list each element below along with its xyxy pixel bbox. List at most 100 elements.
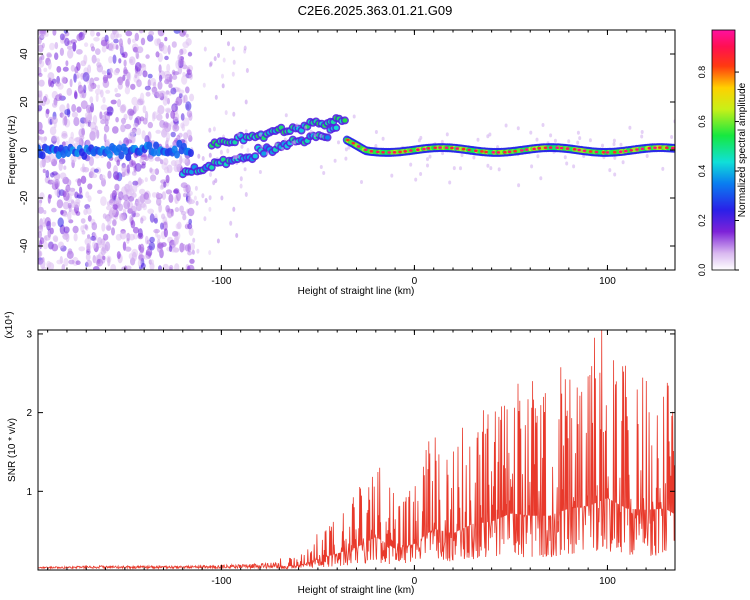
halo-blob (440, 139, 444, 144)
noise-blob (123, 66, 128, 77)
noise-blob (147, 73, 153, 79)
noise-blob (141, 163, 146, 169)
main-band-blob (153, 141, 160, 150)
colorbar: 0.0 0.2 0.4 0.6 0.8 Normalized spectral ampl… (697, 29, 748, 277)
noise-blob (154, 156, 161, 162)
noise-blob (72, 225, 79, 234)
noise-blob (70, 39, 78, 44)
noise-blob (141, 130, 146, 140)
noise-blob (96, 32, 101, 37)
noise-blob (224, 110, 228, 116)
noise-blob (107, 256, 111, 267)
noise-blob (186, 69, 192, 76)
noise-blob (104, 241, 111, 252)
stable-line-peak (480, 150, 484, 153)
halo-blob (459, 166, 462, 171)
noise-blob (208, 127, 212, 133)
noise-blob (157, 81, 163, 90)
spectrogram-marks (38, 30, 675, 270)
colorbar-tick-label: 0.0 (697, 264, 707, 277)
halo-blob (588, 138, 592, 143)
noise-blob (93, 266, 100, 270)
noise-blob (166, 137, 169, 144)
noise-blob (143, 254, 149, 260)
halo-blob (445, 132, 449, 137)
noise-blob (58, 161, 63, 171)
halo-blob (374, 144, 378, 148)
noise-blob (67, 248, 73, 255)
noise-blob (38, 45, 42, 50)
noise-blob (187, 192, 191, 201)
halo-blob (381, 136, 385, 141)
noise-blob (187, 223, 193, 230)
noise-blob (144, 85, 151, 91)
noise-blob (145, 194, 149, 200)
noise-blob (164, 92, 168, 102)
noise-blob (100, 247, 107, 256)
noise-blob (222, 57, 226, 63)
stable-line-peak (461, 147, 466, 151)
noise-blob (101, 45, 107, 53)
noise-blob (129, 58, 133, 64)
stable-line-peak (392, 151, 397, 154)
noise-blob (70, 64, 76, 72)
noise-blob (128, 233, 135, 241)
noise-blob (231, 46, 235, 52)
halo-blob (260, 144, 264, 149)
main-band-blob (174, 150, 180, 159)
noise-blob (90, 30, 95, 37)
noise-blob (184, 244, 190, 252)
halo-blob (293, 140, 297, 145)
noise-blob (108, 56, 113, 64)
halo-blob (244, 129, 248, 134)
stable-line-peak (403, 150, 408, 153)
stable-line-peak (484, 150, 488, 154)
noise-blob (100, 104, 108, 111)
stable-line-peak (640, 147, 645, 151)
noise-blob (179, 205, 185, 213)
noise-blob (38, 79, 45, 87)
halo-blob (426, 157, 429, 162)
noise-blob (201, 156, 205, 161)
noise-blob (70, 154, 77, 163)
noise-blob (81, 230, 86, 235)
stable-line-peak (629, 149, 633, 152)
noise-blob (68, 188, 76, 196)
noise-blob (44, 32, 49, 37)
noise-blob (226, 148, 230, 154)
halo-blob (283, 137, 287, 142)
halo-blob (541, 123, 545, 127)
noise-blob (54, 52, 59, 60)
stable-line-peak (588, 150, 593, 153)
halo-blob (409, 162, 413, 167)
noise-blob (52, 102, 58, 108)
noise-blob (157, 234, 161, 240)
noise-blob (145, 91, 151, 97)
noise-blob (139, 188, 146, 195)
noise-blob (138, 228, 143, 238)
noise-blob (46, 260, 52, 269)
noise-blob (85, 253, 91, 261)
noise-blob (56, 66, 62, 73)
snr-ylabel: SNR (10 * v/v) (7, 418, 18, 482)
noise-blob (229, 220, 233, 226)
noise-blob (76, 194, 84, 199)
halo-blob (284, 113, 288, 118)
noise-blob (244, 192, 248, 197)
noise-blob (89, 96, 94, 104)
noise-blob (166, 164, 173, 174)
noise-blob (87, 64, 92, 74)
noise-blob (68, 136, 75, 145)
halo-blob (572, 164, 576, 169)
main-band-blob (118, 151, 125, 160)
noise-blob (91, 222, 98, 231)
noise-blob (114, 183, 120, 191)
noise-blob (110, 193, 114, 201)
halo-blob (488, 132, 492, 137)
halo-blob (240, 144, 244, 149)
noise-blob (92, 241, 97, 249)
halo-blob (309, 129, 313, 134)
noise-blob (106, 161, 112, 170)
y-tick-label: 3 (26, 329, 32, 340)
halo-blob (347, 145, 351, 150)
